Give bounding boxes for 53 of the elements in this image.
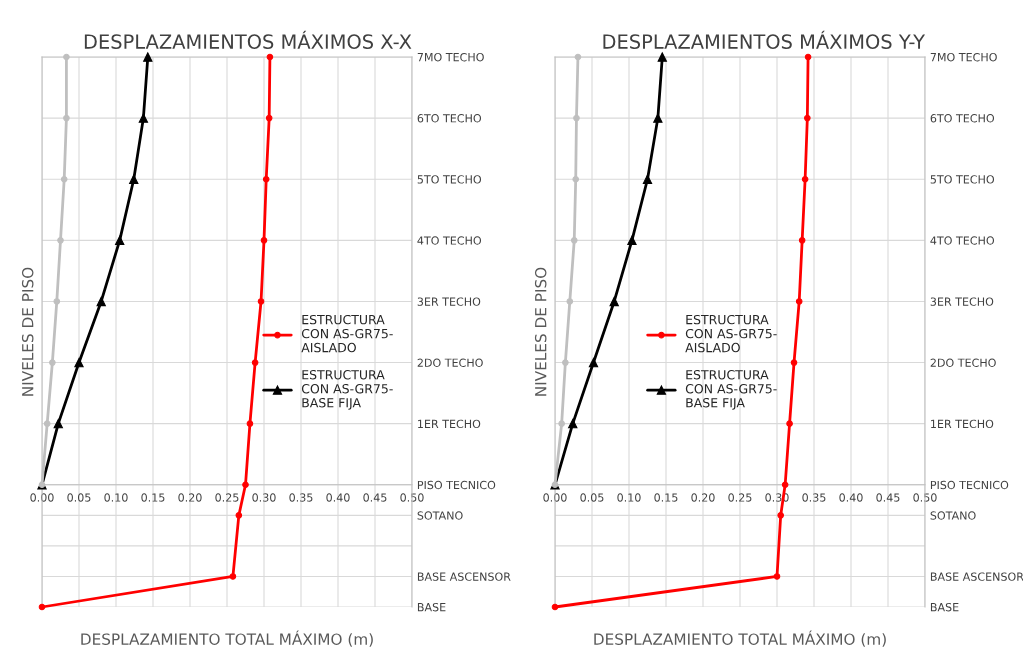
y-tick-label: BASE ASCENSOR	[417, 572, 511, 581]
x-tick-label: 0.35	[289, 493, 313, 502]
x-tick-label: 0.10	[104, 493, 128, 502]
x-tick-label: 0.40	[839, 493, 863, 502]
y-tick-label: 5TO TECHO	[417, 175, 482, 184]
x-axis-title: DESPLAZAMIENTO TOTAL MÁXIMO (m)	[594, 630, 886, 647]
x-tick-label: 0.00	[543, 493, 567, 502]
y-tick-label: 1ER TECHO	[418, 419, 481, 429]
y-tick-label: BASE	[930, 602, 959, 612]
legend-label: ESTRUCTURA CON AS-GR75- AISLADO	[685, 314, 777, 353]
x-tick-label: 0.45	[876, 493, 900, 502]
y-tick-label: 4TO TECHO	[930, 236, 995, 245]
y-tick-label: SOTANO	[417, 511, 463, 520]
x-tick-label: 0.10	[617, 493, 641, 502]
y-tick-label: 6TO TECHO	[930, 114, 995, 123]
y-tick-label: 3ER TECHO	[930, 297, 994, 306]
x-tick-label: 0.20	[691, 493, 715, 502]
x-tick-label: 0.50	[913, 493, 937, 502]
y-tick-label: 3ER TECHO	[417, 297, 481, 306]
y-tick-label: SOTANO	[930, 511, 976, 520]
x-tick-label: 0.45	[363, 493, 387, 502]
y-axis-title: NIVELES DE PISO	[534, 267, 547, 396]
x-tick-label: 0.05	[580, 493, 604, 502]
y-tick-label: 1ER TECHO	[931, 419, 994, 429]
y-tick-label: 2DO TECHO	[930, 358, 996, 367]
y-tick-label: 7MO TECHO	[417, 52, 484, 62]
y-tick-label: PISO TECNICO	[417, 480, 496, 490]
y-tick-label: 4TO TECHO	[417, 236, 482, 245]
y-axis-title: NIVELES DE PISO	[21, 267, 34, 396]
legend-label: ESTRUCTURA CON AS-GR75- AISLADO	[301, 314, 393, 353]
x-tick-label: 0.00	[30, 493, 54, 502]
y-tick-label: 7MO TECHO	[930, 52, 997, 62]
y-tick-label: PISO TECNICO	[930, 480, 1009, 490]
legend-label: ESTRUCTURA CON AS-GR75- BASE FIJA	[685, 369, 777, 410]
y-tick-label: 2DO TECHO	[417, 358, 483, 367]
y-tick-label: 6TO TECHO	[417, 114, 482, 123]
chart-title: DESPLAZAMIENTOS MÁXIMOS X-X	[84, 30, 412, 49]
x-axis-title: DESPLAZAMIENTO TOTAL MÁXIMO (m)	[81, 630, 373, 647]
x-tick-label: 0.35	[802, 493, 826, 502]
legend-label: ESTRUCTURA CON AS-GR75- BASE FIJA	[301, 369, 393, 410]
x-tick-label: 0.30	[252, 493, 276, 502]
y-tick-label: 5TO TECHO	[930, 175, 995, 184]
x-tick-label: 0.15	[141, 493, 165, 502]
x-tick-label: 0.50	[400, 493, 424, 502]
x-tick-label: 0.25	[728, 493, 752, 502]
x-tick-label: 0.20	[178, 493, 202, 502]
y-tick-label: BASE	[417, 602, 446, 612]
x-tick-label: 0.25	[215, 493, 239, 502]
x-tick-label: 0.40	[326, 493, 350, 502]
chart-title: DESPLAZAMIENTOS MÁXIMOS Y-Y	[603, 30, 926, 49]
x-tick-label: 0.05	[67, 493, 91, 502]
y-tick-label: BASE ASCENSOR	[930, 572, 1023, 581]
x-tick-label: 0.15	[654, 493, 678, 502]
